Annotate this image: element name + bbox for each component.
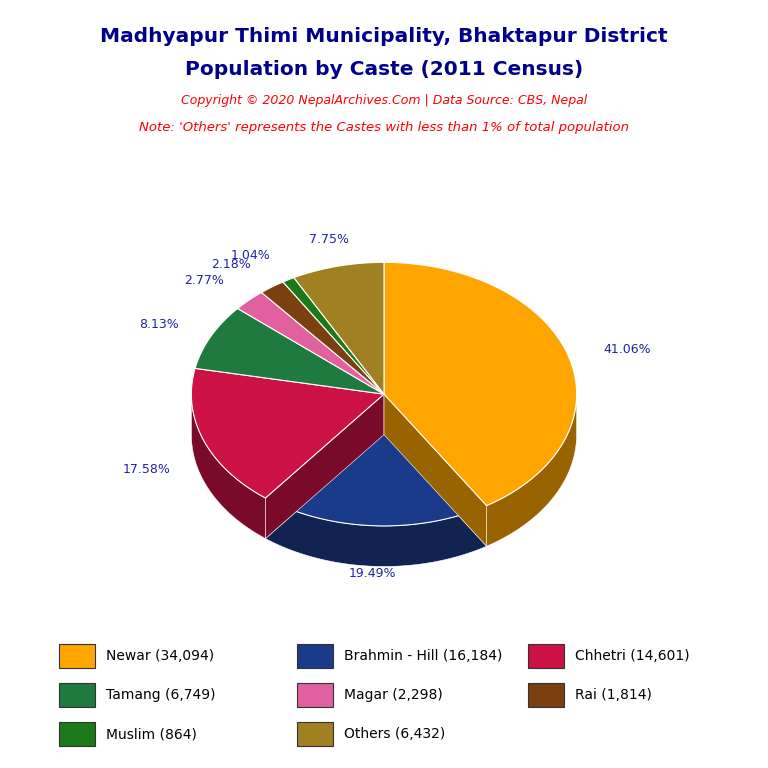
Text: 2.18%: 2.18% — [212, 258, 251, 271]
Polygon shape — [487, 396, 577, 546]
Text: 1.04%: 1.04% — [231, 249, 271, 262]
Text: Madhyapur Thimi Municipality, Bhaktapur District: Madhyapur Thimi Municipality, Bhaktapur … — [100, 27, 668, 46]
Polygon shape — [384, 394, 487, 546]
Text: Copyright © 2020 NepalArchives.Com | Data Source: CBS, Nepal: Copyright © 2020 NepalArchives.Com | Dat… — [181, 94, 587, 107]
Polygon shape — [266, 394, 384, 538]
Bar — [528, 684, 564, 707]
Polygon shape — [294, 263, 384, 394]
Polygon shape — [191, 369, 384, 498]
Text: Newar (34,094): Newar (34,094) — [106, 649, 214, 663]
Polygon shape — [237, 293, 384, 394]
Bar — [59, 723, 95, 746]
Text: 2.77%: 2.77% — [184, 273, 224, 286]
Polygon shape — [261, 282, 384, 394]
Polygon shape — [283, 278, 384, 394]
Bar — [528, 644, 564, 667]
Polygon shape — [266, 394, 384, 538]
Polygon shape — [384, 394, 487, 546]
Polygon shape — [195, 309, 384, 394]
Polygon shape — [266, 498, 487, 567]
Text: Tamang (6,749): Tamang (6,749) — [106, 688, 216, 702]
Text: Note: 'Others' represents the Castes with less than 1% of total population: Note: 'Others' represents the Castes wit… — [139, 121, 629, 134]
Text: Chhetri (14,601): Chhetri (14,601) — [575, 649, 690, 663]
Text: 8.13%: 8.13% — [139, 318, 179, 331]
Text: Population by Caste (2011 Census): Population by Caste (2011 Census) — [185, 60, 583, 79]
Text: Brahmin - Hill (16,184): Brahmin - Hill (16,184) — [344, 649, 503, 663]
Text: 41.06%: 41.06% — [603, 343, 650, 356]
Bar — [297, 644, 333, 667]
Text: 19.49%: 19.49% — [349, 568, 396, 581]
Text: Muslim (864): Muslim (864) — [106, 727, 197, 741]
Text: 7.75%: 7.75% — [309, 233, 349, 246]
Text: Magar (2,298): Magar (2,298) — [344, 688, 443, 702]
Bar — [59, 684, 95, 707]
Polygon shape — [191, 395, 266, 538]
Text: 17.58%: 17.58% — [122, 464, 170, 476]
Polygon shape — [384, 263, 577, 505]
Text: Rai (1,814): Rai (1,814) — [575, 688, 652, 702]
Bar — [59, 644, 95, 667]
Bar — [297, 723, 333, 746]
Bar — [297, 684, 333, 707]
Text: Others (6,432): Others (6,432) — [344, 727, 445, 741]
Polygon shape — [266, 394, 487, 526]
